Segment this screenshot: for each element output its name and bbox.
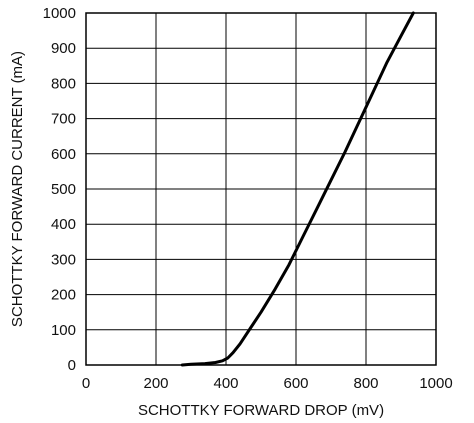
x-tick-label: 600	[283, 375, 308, 392]
y-tick-label: 200	[51, 287, 76, 304]
x-tick-label: 200	[143, 375, 168, 392]
x-tick-label: 0	[82, 375, 90, 392]
y-tick-label: 500	[51, 181, 76, 198]
y-tick-label: 300	[51, 251, 76, 268]
x-tick-label: 1000	[419, 375, 452, 392]
series-line	[180, 11, 415, 367]
y-tick-label: 0	[68, 357, 76, 374]
y-tick-label: 400	[51, 216, 76, 233]
y-tick-label: 600	[51, 146, 76, 163]
x-tick-label: 400	[213, 375, 238, 392]
x-axis-label: SCHOTTKY FORWARD DROP (mV)	[138, 402, 384, 419]
y-tick-label: 1000	[43, 5, 76, 22]
plot-frame	[85, 12, 437, 366]
y-tick-label: 800	[51, 75, 76, 92]
x-tick-label: 800	[353, 375, 378, 392]
y-axis-label: SCHOTTKY FORWARD CURRENT (mA)	[9, 51, 26, 327]
tick-labels: 0 200 400 600 800 1000 0 100 200 300 400 500 600 700 8…	[43, 5, 453, 392]
y-tick-label: 100	[51, 322, 76, 339]
y-tick-label: 900	[51, 40, 76, 57]
y-tick-label: 700	[51, 111, 76, 128]
